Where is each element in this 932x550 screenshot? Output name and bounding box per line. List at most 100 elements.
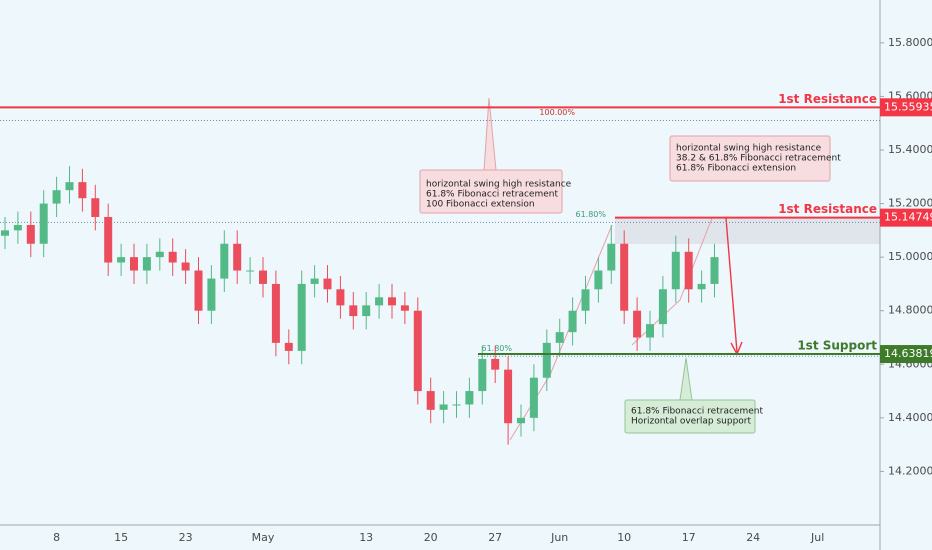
candle-body — [362, 305, 371, 317]
candle-body — [491, 358, 500, 370]
x-tick-label: Jun — [550, 531, 568, 544]
candle-body — [375, 297, 384, 306]
candle-body — [581, 289, 590, 311]
candle-body — [349, 305, 358, 317]
arrow-line — [725, 217, 738, 353]
x-tick-label: 24 — [746, 531, 760, 544]
candle-body — [336, 289, 345, 306]
x-tick-label: 27 — [488, 531, 502, 544]
candle-body — [607, 243, 616, 271]
y-tick-label: 15.40000 — [888, 143, 932, 156]
x-tick-label: Jul — [810, 531, 824, 544]
candle-body — [13, 225, 22, 231]
candle-body — [555, 332, 564, 343]
annotation-text: horizontal swing high resistance — [676, 144, 822, 154]
candle-body — [594, 270, 603, 290]
candle-body — [633, 310, 642, 338]
callout-box — [624, 399, 756, 434]
candle-body — [297, 283, 306, 351]
candle-body — [697, 283, 706, 290]
candle-body — [542, 342, 551, 378]
y-tick-label: 15.00000 — [888, 250, 932, 263]
candle-body — [568, 310, 577, 333]
price-label-box — [880, 98, 932, 117]
candle-body — [104, 216, 113, 263]
candle-body — [310, 278, 319, 284]
candle-body — [259, 270, 267, 284]
candle-body — [439, 404, 448, 410]
level-label: 1st Resistance — [778, 92, 877, 106]
annotation-text: 100 Fibonacci extension — [426, 200, 535, 210]
candle-body — [465, 391, 474, 405]
candle-body — [155, 251, 164, 258]
candle-body — [1, 230, 9, 236]
candle-body — [168, 251, 177, 263]
candle-body — [323, 278, 332, 290]
candle-body — [220, 243, 229, 279]
level-label: 1st Resistance — [778, 202, 877, 216]
candle-body — [78, 182, 87, 199]
level-label: 1st Support — [797, 339, 877, 353]
price-label: 14.63819 — [884, 347, 932, 360]
candle-body — [452, 404, 461, 406]
candle-body — [529, 377, 538, 418]
x-tick-label: 10 — [617, 531, 631, 544]
annotation-text: 38.2 & 61.8% Fibonacci retracement — [676, 154, 841, 164]
price-label: 15.55935 — [884, 100, 932, 113]
candle-body — [181, 262, 190, 271]
x-tick-label: 23 — [179, 531, 193, 544]
x-tick-label: 17 — [682, 531, 696, 544]
x-tick-label: 13 — [359, 531, 373, 544]
candle-body — [646, 324, 654, 338]
callout-box — [419, 169, 563, 214]
candle-body — [426, 391, 435, 410]
fib-label: 61.80% — [575, 210, 606, 219]
price-label-box — [880, 208, 932, 227]
fib-label: 100.00% — [539, 108, 575, 117]
y-tick-label: 14.40000 — [888, 411, 932, 424]
annotation-text: horizontal swing high resistance — [426, 180, 572, 190]
y-tick-label: 14.20000 — [888, 464, 932, 477]
candle-body — [130, 257, 138, 271]
candle-body — [400, 305, 409, 311]
candle-body — [504, 369, 513, 424]
y-tick-label: 14.80000 — [888, 304, 932, 317]
annotation-text: 61.8% Fibonacci retracement — [631, 407, 763, 417]
candle-body — [478, 358, 487, 392]
candle-body — [39, 203, 48, 244]
x-tick-label: 8 — [53, 531, 60, 544]
price-label: 15.14749 — [884, 211, 932, 224]
annotation-text: 61.8% Fibonacci extension — [676, 164, 796, 174]
callout-box — [669, 135, 831, 182]
y-tick-label: 15.20000 — [888, 197, 932, 210]
candle-body — [684, 251, 693, 290]
annotation-text: 61.8% Fibonacci retracement — [426, 190, 558, 200]
candle-body — [517, 417, 525, 424]
candle-body — [26, 225, 35, 244]
candle-body — [284, 342, 293, 351]
y-tick-label: 15.80000 — [888, 36, 932, 49]
candle-body — [710, 257, 719, 284]
candle-body — [388, 297, 396, 306]
candle-body — [207, 278, 216, 311]
candle-body — [671, 251, 680, 290]
candle-body — [91, 198, 100, 217]
fib-label: 61.80% — [481, 344, 512, 353]
annotation-text: Horizontal overlap support — [631, 417, 751, 427]
candle-body — [233, 243, 242, 271]
candle-body — [246, 270, 255, 272]
x-tick-label: May — [252, 531, 275, 544]
candle-body — [658, 289, 667, 325]
candle-body — [620, 243, 629, 311]
candle-body — [413, 310, 422, 392]
x-tick-label: 15 — [114, 531, 128, 544]
price-label-box — [880, 345, 932, 364]
candle-body — [52, 190, 61, 204]
candle-body — [194, 270, 203, 311]
candle-body — [117, 257, 126, 263]
candle-body — [271, 283, 280, 343]
annotations — [419, 97, 831, 434]
candle-body — [142, 257, 151, 271]
